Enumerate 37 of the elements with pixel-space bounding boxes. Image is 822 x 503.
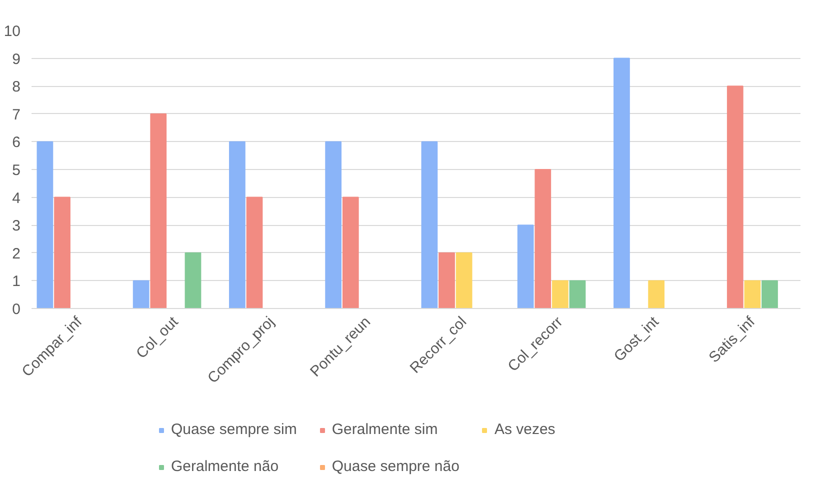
bar: [569, 280, 586, 308]
bar: [438, 252, 455, 308]
y-tick-label: 0: [12, 301, 20, 318]
bar: [517, 224, 534, 308]
bar: [229, 141, 246, 308]
bar: [552, 280, 568, 308]
y-tick-label: 1: [12, 273, 20, 290]
legend-label: Quase sempre sim: [171, 421, 297, 438]
y-tick-label: 5: [12, 162, 20, 179]
bar: [36, 141, 54, 308]
bar: [325, 141, 342, 308]
bar: [726, 86, 744, 308]
bar: [421, 141, 438, 308]
bar: [614, 58, 630, 308]
bar: [456, 252, 472, 308]
bar: [150, 113, 167, 308]
y-tick-label: 9: [12, 50, 20, 68]
bar: [184, 252, 202, 308]
bar: [648, 280, 665, 308]
y-tick-label: 4: [12, 190, 20, 207]
legend-label: As vezes: [494, 421, 556, 438]
y-tick-label: 10: [4, 23, 21, 40]
y-tick-label: 8: [12, 78, 20, 96]
bar: [132, 280, 150, 308]
legend-label: Quase sempre não: [332, 458, 460, 475]
legend-label: Geralmente não: [171, 458, 279, 475]
legend-label: Geralmente sim: [332, 421, 438, 438]
bar: [534, 169, 552, 308]
y-tick-label: 3: [12, 218, 20, 235]
bar: [762, 280, 778, 308]
y-tick-label: 2: [12, 245, 20, 262]
bar: [246, 196, 263, 308]
bar: [744, 280, 761, 308]
y-tick-label: 6: [12, 134, 20, 152]
bar: [54, 196, 70, 308]
y-tick-label: 7: [12, 106, 20, 124]
bar: [342, 196, 359, 308]
